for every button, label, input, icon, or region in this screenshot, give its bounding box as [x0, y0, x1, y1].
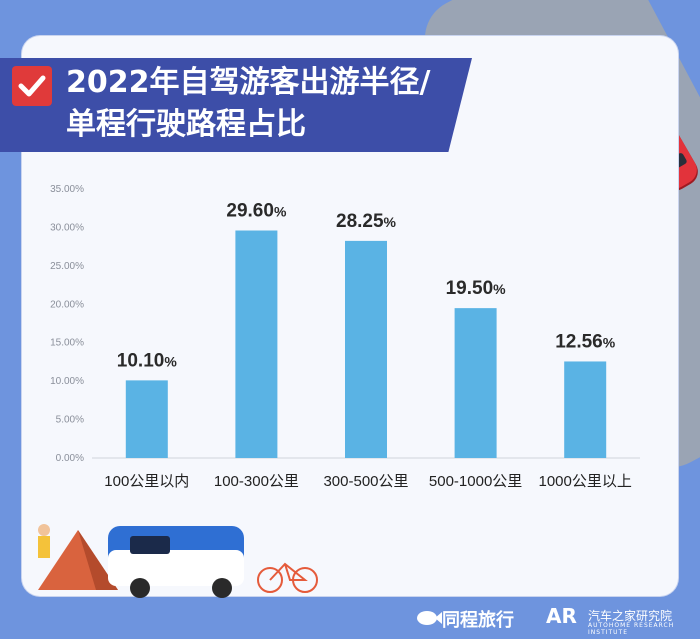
data-label-unit: %: [603, 334, 616, 350]
title-line-2: 单程行驶路程占比: [66, 107, 306, 142]
title-line-1: 2022年自驾游客出游半径/: [66, 65, 431, 100]
x-tick-label: 1000公里以上: [539, 473, 632, 490]
bar: [564, 361, 607, 458]
data-label-value: 28.25: [336, 211, 384, 232]
y-tick-label: 10.00%: [50, 376, 84, 387]
bar: [454, 308, 497, 458]
data-label-value: 29.60: [226, 201, 274, 222]
data-label-value: 19.50: [446, 278, 494, 299]
data-label-unit: %: [384, 214, 397, 230]
y-tick-label: 0.00%: [56, 453, 84, 464]
y-tick-label: 5.00%: [56, 415, 84, 426]
y-tick-label: 15.00%: [50, 338, 84, 349]
y-tick-label: 35.00%: [50, 184, 84, 195]
check-icon: [12, 66, 52, 106]
data-label-value: 12.56: [555, 331, 603, 352]
data-label-unit: %: [493, 281, 506, 297]
data-label: 19.50%: [446, 278, 507, 299]
bar: [235, 230, 278, 458]
bar: [125, 380, 168, 458]
autohome-logo-text: 汽车之家研究院: [588, 609, 673, 623]
autohome-logo-mark: AR: [546, 604, 577, 628]
y-tick-label: 30.00%: [50, 222, 84, 233]
tongcheng-logo-text: 同程旅行: [442, 610, 514, 631]
data-label-value: 10.10: [117, 350, 165, 371]
footer-logos: 同程旅行 AR 汽车之家研究院 AUTOHOME RESEARCH INSTIT…: [417, 604, 690, 636]
autohome-logo-subtext: AUTOHOME RESEARCH INSTITUTE: [588, 622, 675, 636]
title-band: [0, 58, 472, 152]
data-label-unit: %: [274, 204, 287, 220]
y-tick-label: 20.00%: [50, 299, 84, 310]
data-label: 29.60%: [226, 201, 287, 222]
data-label-unit: %: [164, 353, 177, 369]
data-label: 10.10%: [117, 350, 178, 371]
x-tick-label: 100公里以内: [104, 473, 189, 490]
data-label: 28.25%: [336, 211, 397, 232]
chart-title: 2022年自驾游客出游半径/ 单程行驶路程占比: [66, 62, 466, 146]
camping-illustration: [38, 524, 318, 598]
x-tick-label: 100-300公里: [214, 473, 299, 490]
bar: [345, 240, 387, 458]
y-tick-label: 25.00%: [50, 261, 84, 272]
data-label: 12.56%: [555, 331, 616, 352]
x-tick-label: 300-500公里: [323, 473, 408, 490]
fish-logo-icon: [417, 611, 442, 625]
x-tick-label: 500-1000公里: [429, 473, 522, 490]
